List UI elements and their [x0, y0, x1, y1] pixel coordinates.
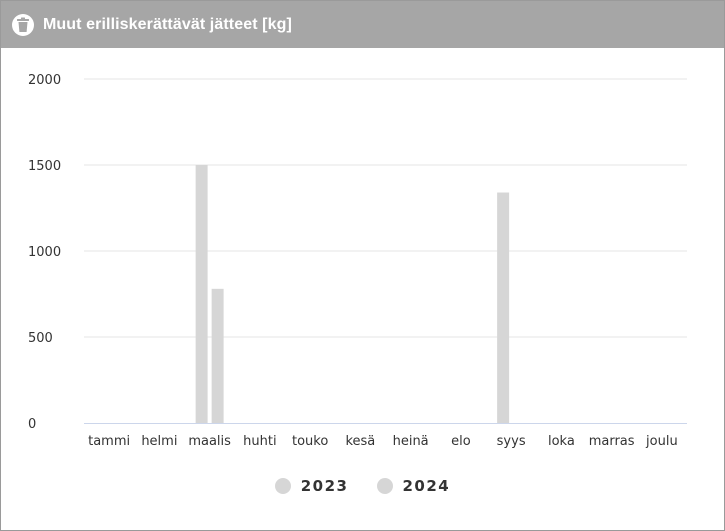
chart-title: Muut erilliskerättävät jätteet [kg] [43, 15, 292, 33]
chart-header: Muut erilliskerättävät jätteet [kg] [1, 1, 724, 48]
x-tick-label: huhti [243, 434, 276, 449]
x-tick-label: touko [292, 434, 328, 449]
x-tick-label: loka [548, 434, 575, 449]
x-tick-label: marras [589, 434, 635, 449]
legend-marker [376, 478, 393, 494]
legend-item-2023[interactable]: 2023 [274, 477, 349, 495]
bar-2024-maalis [211, 288, 224, 423]
x-tick-label: joulu [645, 434, 678, 449]
legend-item-2024[interactable]: 2024 [376, 477, 451, 495]
x-tick-label: tammi [88, 434, 130, 449]
chart-legend: 2023 2024 [1, 473, 724, 499]
x-tick-label: elo [451, 434, 471, 449]
x-tick-label: helmi [141, 434, 177, 449]
bar-2023-syys [497, 192, 510, 423]
y-tick-label: 1500 [28, 159, 61, 174]
x-tick-label: heinä [393, 434, 429, 449]
bar-2023-maalis [195, 165, 208, 423]
legend-label: 2023 [300, 477, 349, 495]
y-tick-label: 0 [28, 417, 36, 432]
trash-bin-icon [12, 13, 34, 36]
y-tick-label: 2000 [28, 73, 61, 88]
legend-marker [274, 478, 291, 494]
y-tick-label: 1000 [28, 245, 61, 260]
y-tick-label: 500 [28, 331, 53, 346]
x-tick-label: kesä [345, 434, 375, 449]
legend-label: 2024 [402, 477, 451, 495]
x-tick-label: syys [497, 434, 526, 449]
x-tick-label: maalis [188, 434, 231, 449]
bar-chart: 0 500 1000 1500 2000 tammi helmi maalis huhti tou… [28, 73, 687, 449]
